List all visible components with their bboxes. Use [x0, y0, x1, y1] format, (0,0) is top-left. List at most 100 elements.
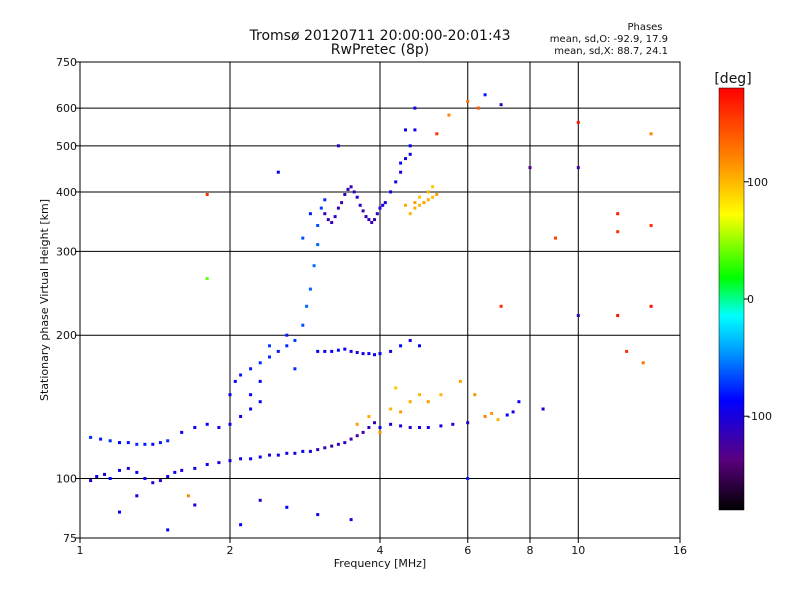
data-point — [378, 206, 382, 210]
data-point — [333, 215, 337, 219]
data-point — [511, 410, 515, 414]
data-point — [404, 157, 407, 161]
data-point — [239, 457, 243, 461]
data-point — [431, 185, 435, 189]
x-axis-label: Frequency [MHz] — [334, 557, 426, 570]
data-point — [217, 461, 221, 465]
data-point — [268, 453, 271, 457]
data-point — [418, 426, 421, 429]
data-point — [408, 339, 412, 342]
y-tick-label: 200 — [56, 329, 77, 342]
data-point — [205, 277, 209, 281]
data-point — [373, 218, 376, 222]
data-point — [418, 203, 421, 207]
data-point — [166, 475, 170, 478]
data-point — [517, 400, 521, 404]
colorbar-tick-label: -100 — [747, 410, 772, 423]
data-point — [399, 410, 403, 414]
data-point — [418, 195, 421, 199]
data-point — [352, 190, 356, 194]
data-point — [330, 444, 334, 448]
data-point — [473, 393, 477, 397]
data-point — [576, 166, 580, 170]
data-point — [193, 503, 197, 507]
data-point — [135, 442, 139, 446]
data-point — [399, 161, 403, 165]
data-point — [108, 477, 112, 480]
data-point — [422, 201, 426, 205]
data-point — [285, 451, 289, 455]
data-point — [375, 212, 379, 216]
data-point — [476, 106, 480, 110]
y-tick-label: 75 — [63, 532, 77, 545]
data-point — [490, 412, 494, 415]
data-point — [143, 442, 147, 446]
data-point — [285, 344, 289, 348]
data-point — [355, 195, 359, 199]
data-point — [193, 426, 197, 429]
data-point — [118, 510, 121, 514]
data-point — [233, 379, 237, 383]
data-point — [258, 400, 262, 404]
data-point — [186, 494, 190, 498]
data-point — [349, 185, 353, 189]
data-point — [346, 187, 350, 191]
data-point — [301, 236, 305, 240]
data-point — [439, 424, 443, 428]
data-point — [358, 203, 362, 207]
data-point — [336, 442, 340, 446]
data-point — [355, 351, 359, 354]
data-point — [205, 463, 209, 466]
data-point — [103, 472, 106, 476]
data-point — [343, 193, 347, 196]
data-point — [336, 206, 340, 210]
data-point — [576, 120, 580, 124]
data-point — [285, 333, 289, 337]
x-tick-label: 4 — [377, 544, 384, 557]
data-point — [316, 224, 320, 227]
data-point — [426, 190, 430, 194]
data-point — [268, 344, 271, 348]
grid-lines — [80, 62, 680, 538]
data-point — [349, 437, 353, 441]
data-point — [389, 349, 393, 353]
data-point — [435, 193, 439, 196]
data-point — [228, 422, 232, 426]
data-point — [323, 446, 327, 450]
data-point — [193, 466, 197, 470]
data-point — [143, 477, 147, 480]
data-point — [625, 349, 629, 353]
data-point — [466, 99, 470, 103]
data-point — [349, 349, 353, 353]
data-point — [394, 180, 398, 184]
data-point — [483, 93, 487, 97]
data-point — [349, 518, 353, 522]
stats-line-x: mean, sd,X: 88.7, 24.1 — [554, 46, 668, 57]
data-point — [466, 477, 470, 480]
data-point — [418, 393, 421, 397]
data-point — [413, 128, 417, 132]
y-tick-label: 750 — [56, 56, 77, 69]
data-point — [166, 528, 170, 532]
data-point — [616, 230, 620, 234]
data-point — [554, 236, 557, 240]
data-point — [361, 430, 365, 434]
data-point — [505, 413, 509, 417]
data-point — [323, 349, 327, 353]
stats-header: Phases — [627, 22, 662, 33]
data-point — [466, 421, 470, 425]
data-point — [576, 314, 580, 317]
data-point — [408, 426, 412, 429]
data-point — [319, 206, 323, 210]
data-point — [458, 379, 462, 383]
data-point — [408, 152, 412, 156]
data-point — [451, 422, 455, 426]
colorbar-ticks: 100 0 -100 — [744, 176, 772, 423]
data-point — [426, 400, 430, 404]
data-point — [343, 347, 347, 351]
scatter-points — [89, 93, 653, 532]
data-point — [301, 449, 305, 453]
data-point — [258, 498, 262, 502]
data-point — [373, 353, 376, 357]
